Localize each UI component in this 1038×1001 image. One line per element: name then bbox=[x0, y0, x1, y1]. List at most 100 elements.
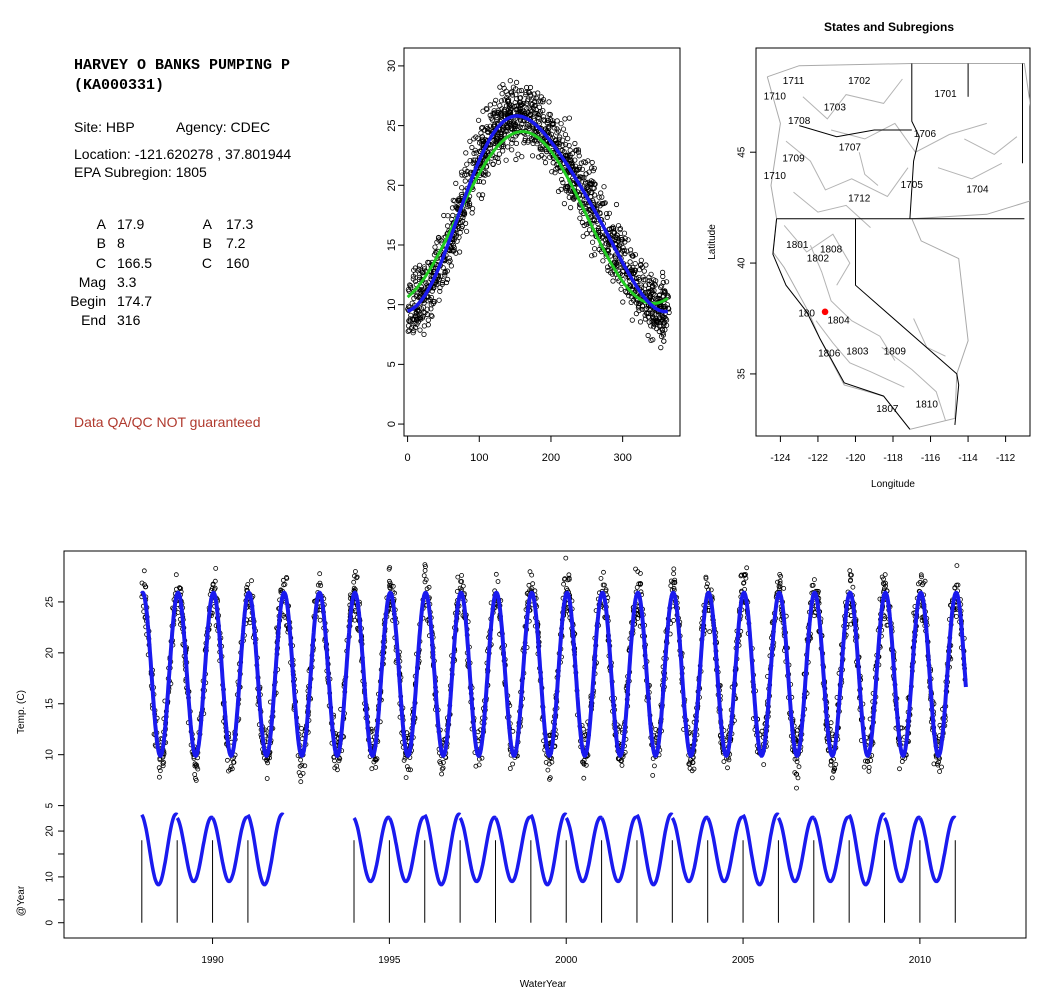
seasonal-point bbox=[478, 195, 485, 201]
ts-point bbox=[212, 578, 218, 584]
ts-annual-curve-20 bbox=[918, 815, 957, 884]
ts-point bbox=[459, 573, 465, 578]
ts-point bbox=[510, 761, 515, 767]
agency-label: Agency: CDEC bbox=[176, 119, 271, 135]
seasonal-point bbox=[475, 117, 482, 123]
param-c2-value: 160 bbox=[226, 255, 250, 271]
seasonal-point bbox=[537, 145, 543, 151]
seasonal-point bbox=[606, 210, 613, 216]
ts-point bbox=[479, 755, 485, 761]
ts-annual-curve-1 bbox=[175, 815, 214, 884]
seasonal-point bbox=[636, 307, 642, 314]
seasonal-point bbox=[646, 274, 652, 280]
ts-x-axis-label: WaterYear bbox=[520, 979, 567, 990]
param-a-value: 17.9 bbox=[117, 216, 145, 232]
ts-y-tick-label-0: 5 bbox=[45, 802, 56, 808]
seasonal-point bbox=[495, 159, 502, 165]
ts-y-tick-label-2: 15 bbox=[45, 698, 56, 710]
ts-point bbox=[668, 583, 674, 589]
seasonal-point bbox=[561, 149, 567, 155]
ts-point bbox=[455, 574, 461, 580]
ts-point bbox=[298, 757, 304, 763]
ts-point bbox=[439, 771, 445, 777]
ts-point bbox=[192, 772, 198, 777]
param-a2-label: A bbox=[202, 216, 212, 232]
seasonal-y-tick-label-2: 10 bbox=[386, 299, 398, 311]
ts-annual-curve-8 bbox=[494, 815, 532, 884]
ts-point bbox=[530, 581, 536, 587]
seasonal-point bbox=[518, 87, 525, 94]
ts-point bbox=[707, 629, 713, 635]
seasonal-point bbox=[523, 90, 529, 96]
ts-annual-curve-13 bbox=[670, 815, 709, 884]
seasonal-point bbox=[560, 126, 567, 132]
ts-point bbox=[351, 579, 357, 585]
seasonal-point bbox=[459, 172, 465, 178]
seasonal-point bbox=[633, 310, 640, 317]
ts-point bbox=[561, 581, 566, 587]
ts-lower-y-tick-label-0: 0 bbox=[45, 920, 56, 926]
seasonal-y-tick-label-5: 25 bbox=[386, 119, 398, 131]
seasonal-point bbox=[589, 239, 596, 245]
param-end-value: 316 bbox=[117, 312, 141, 328]
param-b2-label: B bbox=[202, 235, 212, 251]
seasonal-point bbox=[643, 262, 649, 268]
seasonal-plot-frame bbox=[403, 47, 681, 437]
ts-point bbox=[761, 762, 767, 767]
param-b-value: 8 bbox=[117, 235, 125, 251]
seasonal-point bbox=[632, 260, 638, 267]
ts-point bbox=[847, 568, 853, 574]
ts-point bbox=[671, 618, 676, 623]
seasonal-point bbox=[483, 106, 489, 112]
ts-point bbox=[671, 566, 677, 572]
ts-point bbox=[619, 763, 625, 768]
station-id: (KA000331) bbox=[74, 77, 165, 94]
seasonal-point bbox=[471, 150, 477, 156]
ts-point bbox=[781, 586, 787, 591]
seasonal-point bbox=[584, 231, 590, 237]
ts-point bbox=[866, 765, 872, 770]
ts-annual-curve-5 bbox=[387, 815, 426, 884]
seasonal-point bbox=[466, 203, 473, 209]
seasonal-point bbox=[546, 99, 552, 105]
param-a-label: A bbox=[96, 216, 106, 232]
param-begin-label: Begin bbox=[70, 293, 106, 309]
ts-point bbox=[598, 576, 604, 581]
ts-point bbox=[495, 579, 501, 584]
seasonal-point bbox=[660, 332, 667, 338]
ts-point bbox=[828, 720, 834, 726]
seasonal-point bbox=[449, 205, 456, 211]
ts-point bbox=[937, 769, 942, 774]
ts-point bbox=[507, 766, 513, 771]
ts-point bbox=[352, 569, 358, 574]
seasonal-point bbox=[657, 284, 664, 290]
seasonal-point bbox=[510, 137, 516, 143]
ts-point bbox=[224, 757, 230, 763]
seasonal-point bbox=[524, 106, 530, 112]
seasonal-x-tick-label-2: 200 bbox=[542, 452, 560, 464]
ts-point bbox=[652, 763, 657, 769]
ts-point bbox=[687, 766, 693, 771]
ts-point bbox=[796, 764, 802, 770]
seasonal-point bbox=[492, 110, 498, 116]
param-c-label: C bbox=[95, 255, 106, 271]
seasonal-x-tick-label-1: 100 bbox=[470, 452, 488, 464]
ts-point bbox=[721, 759, 727, 764]
seasonal-y-tick-label-1: 5 bbox=[386, 361, 398, 367]
seasonal-point bbox=[480, 108, 486, 114]
ts-point bbox=[317, 617, 323, 623]
ts-point bbox=[299, 726, 304, 731]
ts-point bbox=[213, 566, 219, 571]
ts-lower-y-tick-label-2: 20 bbox=[45, 825, 56, 837]
ts-annual-curve-10 bbox=[564, 815, 603, 884]
seasonal-point bbox=[660, 279, 666, 286]
seasonal-point bbox=[453, 180, 459, 186]
ts-point bbox=[421, 573, 427, 578]
ts-x-tick-label-4: 2010 bbox=[909, 955, 932, 966]
seasonal-point bbox=[484, 106, 490, 112]
seasonal-point bbox=[416, 262, 423, 268]
ts-point bbox=[156, 774, 162, 780]
seasonal-point bbox=[523, 100, 530, 107]
